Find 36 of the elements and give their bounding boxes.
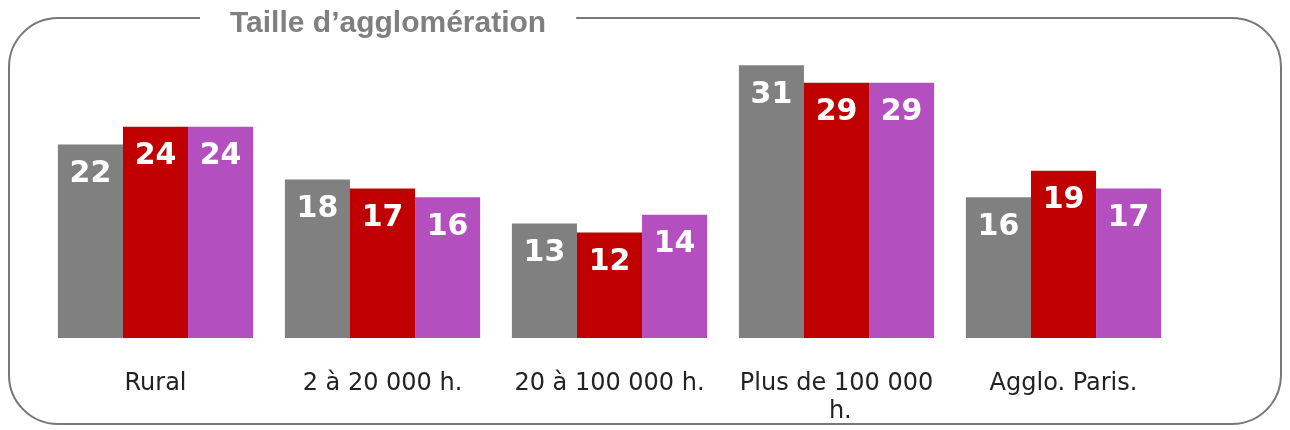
bar bbox=[284, 179, 350, 338]
bar bbox=[511, 223, 577, 338]
data-label: 16 bbox=[426, 206, 469, 242]
data-label: 13 bbox=[523, 233, 566, 269]
x-tick-label: 20 à 100 000 h. bbox=[514, 368, 705, 396]
data-label: 31 bbox=[750, 74, 793, 110]
data-label: 19 bbox=[1042, 180, 1085, 216]
bar bbox=[642, 214, 708, 338]
data-label: 18 bbox=[296, 189, 339, 225]
data-label: 22 bbox=[69, 153, 112, 189]
data-label: 24 bbox=[199, 136, 242, 172]
bar bbox=[349, 188, 416, 338]
data-label: 17 bbox=[1107, 197, 1150, 233]
data-label: 12 bbox=[588, 241, 631, 277]
x-tick-label: Plus de 100 000 h. bbox=[739, 368, 934, 424]
bar bbox=[188, 126, 254, 338]
bar bbox=[576, 232, 643, 338]
data-label: 16 bbox=[977, 206, 1020, 242]
x-tick-label: 2 à 20 000 h. bbox=[302, 368, 463, 396]
bar bbox=[965, 197, 1031, 338]
bar bbox=[869, 82, 935, 338]
bar bbox=[738, 65, 804, 338]
bar bbox=[803, 82, 870, 338]
x-tick-label: Rural bbox=[124, 368, 187, 396]
bar bbox=[122, 126, 189, 338]
data-label: 14 bbox=[653, 224, 696, 260]
data-label: 29 bbox=[880, 92, 923, 128]
bar bbox=[1096, 188, 1162, 338]
bar bbox=[415, 197, 481, 338]
chart-title: Taille d’agglomération bbox=[230, 4, 547, 38]
data-label: 29 bbox=[815, 92, 858, 128]
x-tick-label: Agglo. Paris. bbox=[989, 368, 1138, 396]
bar bbox=[1030, 170, 1097, 338]
data-label: 17 bbox=[361, 197, 404, 233]
bar bbox=[57, 144, 123, 338]
data-label: 24 bbox=[134, 136, 177, 172]
